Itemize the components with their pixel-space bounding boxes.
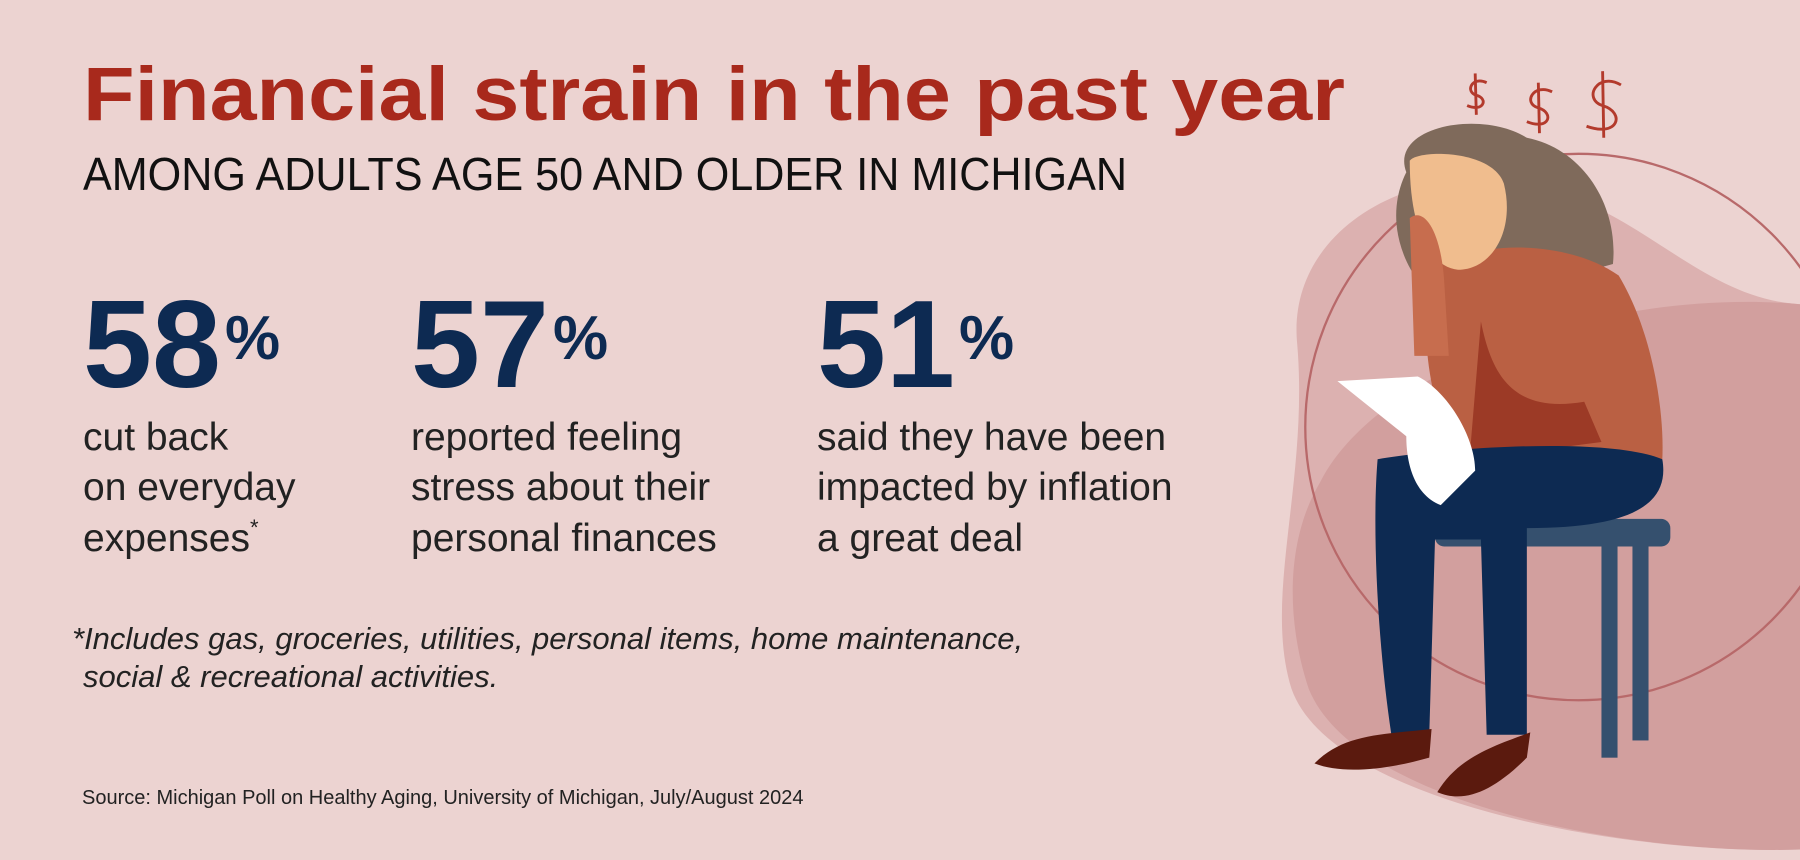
footnote: social & recreational activities. bbox=[83, 659, 498, 694]
stat-text: impacted by inflation bbox=[817, 466, 1173, 509]
note-mark: * bbox=[250, 515, 259, 540]
stat-unit: % bbox=[553, 304, 608, 373]
stat-text: a great deal bbox=[817, 517, 1023, 560]
stat-number: 57 bbox=[411, 276, 549, 414]
circle-outline bbox=[1304, 152, 1800, 702]
stat-text: said they have been bbox=[817, 416, 1166, 459]
stat-value: 51% bbox=[817, 276, 1014, 414]
stat-text: cut back bbox=[83, 416, 229, 459]
source: Source: Michigan Poll on Healthy Aging, … bbox=[82, 787, 804, 809]
subtitle: AMONG ADULTS AGE 50 AND OLDER IN MICHIGA… bbox=[83, 148, 1127, 200]
stat-text: expenses* bbox=[83, 515, 259, 560]
woman bbox=[1314, 123, 1671, 797]
stat: 51% said they have been impacted by infl… bbox=[817, 276, 1173, 560]
stat-line: expenses bbox=[83, 517, 250, 560]
stat-number: 58 bbox=[83, 276, 221, 414]
stat: 57% reported feeling stress about their … bbox=[411, 276, 717, 560]
stat-text: reported feeling bbox=[411, 416, 682, 459]
stat-unit: % bbox=[225, 304, 280, 373]
stat-text: on everyday bbox=[83, 466, 296, 509]
stat-number: 51 bbox=[817, 276, 955, 414]
stat-text: personal finances bbox=[411, 517, 717, 560]
dollar-signs bbox=[1466, 71, 1622, 138]
footnote: *Includes gas, groceries, utilities, per… bbox=[72, 621, 1023, 656]
stat-text: stress about their bbox=[411, 466, 710, 509]
stat-unit: % bbox=[959, 304, 1014, 373]
title: Financial strain in the past year bbox=[83, 52, 1345, 137]
stat: 58% cut back on everyday expenses* bbox=[83, 276, 296, 560]
stat-value: 58% bbox=[83, 276, 280, 414]
illustration bbox=[1281, 71, 1800, 850]
stat-value: 57% bbox=[411, 276, 608, 414]
